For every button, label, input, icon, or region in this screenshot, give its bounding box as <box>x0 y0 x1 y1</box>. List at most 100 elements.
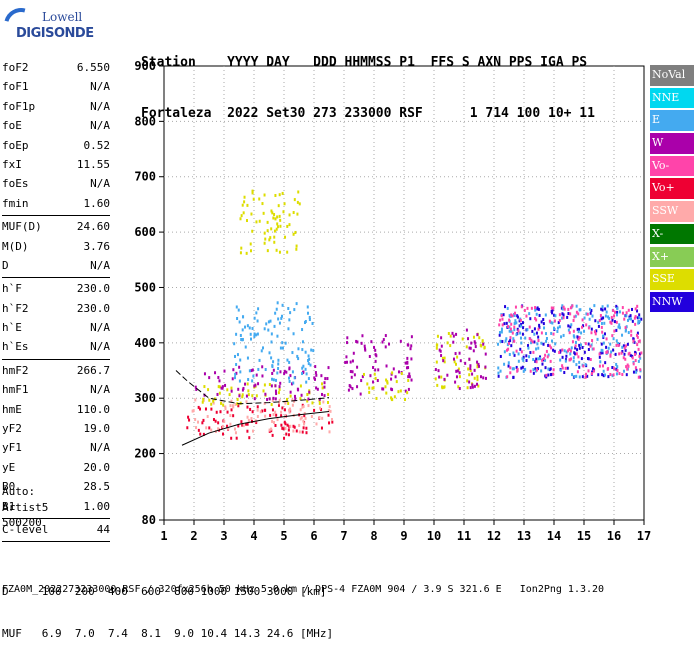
echo-point <box>224 407 227 411</box>
echo-point <box>455 375 458 379</box>
echo-point <box>637 347 640 351</box>
echo-point <box>224 405 227 409</box>
echo-point <box>638 313 641 317</box>
echo-point <box>504 305 507 309</box>
echo-point <box>515 321 518 325</box>
echo-point <box>608 316 611 320</box>
curves <box>175 370 330 446</box>
param-label: fmin <box>2 196 29 210</box>
echo-point <box>381 387 384 391</box>
echo-point <box>299 384 302 388</box>
echo-point <box>578 375 581 379</box>
echo-point <box>473 368 476 372</box>
echo-point <box>236 316 239 320</box>
echo-point <box>509 336 512 340</box>
echo-point <box>404 361 407 365</box>
echo-point <box>286 358 289 362</box>
x-tick-label: 10 <box>427 529 441 543</box>
echo-point <box>613 367 616 371</box>
echo-point <box>274 193 277 197</box>
echo-point <box>583 350 586 354</box>
echo-point <box>590 372 593 376</box>
echo-point <box>603 321 606 325</box>
echo-point <box>246 422 249 426</box>
echo-point <box>374 353 377 357</box>
echo-point <box>591 367 594 371</box>
echo-point <box>578 327 581 331</box>
echo-point <box>306 393 309 397</box>
echo-point <box>598 319 601 323</box>
echo-point <box>624 357 627 361</box>
echo-point <box>407 375 410 379</box>
param-separator <box>2 358 110 360</box>
echo-point <box>230 408 233 412</box>
echo-point <box>512 337 515 341</box>
echo-point <box>532 358 535 362</box>
echo-point <box>620 351 623 355</box>
echo-point <box>279 346 282 350</box>
echo-point <box>436 383 439 387</box>
echo-point <box>534 359 537 363</box>
echo-point <box>634 307 637 311</box>
echo-point <box>372 380 375 384</box>
echo-point <box>476 382 479 386</box>
echo-point <box>587 369 590 373</box>
param-row: h`Es N/A <box>2 337 110 356</box>
echo-point <box>640 351 643 355</box>
echo-point <box>587 348 590 352</box>
echo-point <box>288 410 291 414</box>
echo-point <box>615 367 618 371</box>
echo-point <box>529 369 532 373</box>
echo-point <box>562 333 565 337</box>
echo-point <box>266 398 269 402</box>
echo-point <box>316 387 319 391</box>
echo-point <box>581 318 584 322</box>
param-value: 24.60 <box>76 220 110 234</box>
echo-point <box>591 370 594 374</box>
echo-point <box>616 369 619 373</box>
echo-point <box>221 385 224 389</box>
echo-point <box>474 345 477 349</box>
param-value: 19.0 <box>83 422 111 436</box>
echo-point <box>597 324 600 328</box>
echo-point <box>292 381 295 385</box>
echo-point <box>625 365 628 369</box>
echo-point <box>434 368 437 372</box>
echo-point <box>239 217 242 221</box>
echo-point <box>547 367 550 371</box>
x-tick-labels: 1 2 3 4 5 6 7 8 9 10 11 12 13 14 15 16 17 <box>160 520 651 543</box>
echo-point <box>631 354 634 358</box>
echo-point <box>570 323 573 327</box>
echo-point <box>261 409 264 413</box>
echo-point <box>589 357 592 361</box>
echo-point <box>229 404 232 408</box>
echo-point <box>255 421 258 425</box>
echo-point <box>250 417 253 421</box>
echo-point <box>611 374 614 378</box>
echo-point <box>531 329 534 333</box>
echo-point <box>528 325 531 329</box>
echo-point <box>244 325 247 329</box>
echo-point <box>274 384 277 388</box>
echo-point <box>573 335 576 339</box>
echo-point <box>272 396 275 400</box>
echo-point <box>514 305 517 309</box>
echo-point <box>548 344 551 348</box>
echo-point <box>507 325 510 329</box>
echo-point <box>457 367 460 371</box>
echo-point <box>203 372 206 376</box>
param-label: foF1 <box>2 80 29 94</box>
echo-point <box>303 414 306 418</box>
param-row: h`F 230.0 <box>2 279 110 298</box>
echo-point <box>280 314 283 318</box>
echo-point <box>240 214 243 218</box>
param-value: N/A <box>90 441 110 455</box>
y-tick-label: 400 <box>134 336 156 350</box>
echo-point <box>366 382 369 386</box>
x-tick-label: 15 <box>577 529 591 543</box>
echo-point <box>549 359 552 363</box>
echo-point <box>241 338 244 342</box>
echo-point <box>454 362 457 366</box>
echo-point <box>634 366 637 370</box>
echo-point <box>243 200 246 204</box>
